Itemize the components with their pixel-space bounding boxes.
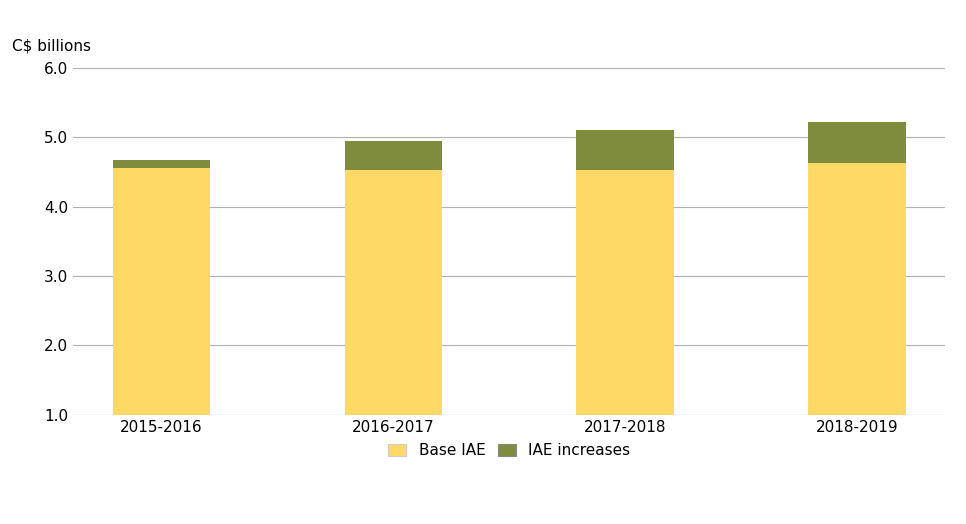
Bar	[345, 140, 442, 170]
Bar	[113, 160, 211, 168]
Legend: Base IAE, IAE increases: Base IAE, IAE increases	[384, 439, 635, 463]
Text: C$ billions: C$ billions	[13, 39, 91, 54]
Bar	[577, 170, 673, 415]
Bar	[345, 170, 442, 415]
Bar	[113, 168, 211, 415]
Bar	[577, 130, 673, 170]
Bar	[809, 163, 905, 415]
Bar	[809, 122, 905, 163]
